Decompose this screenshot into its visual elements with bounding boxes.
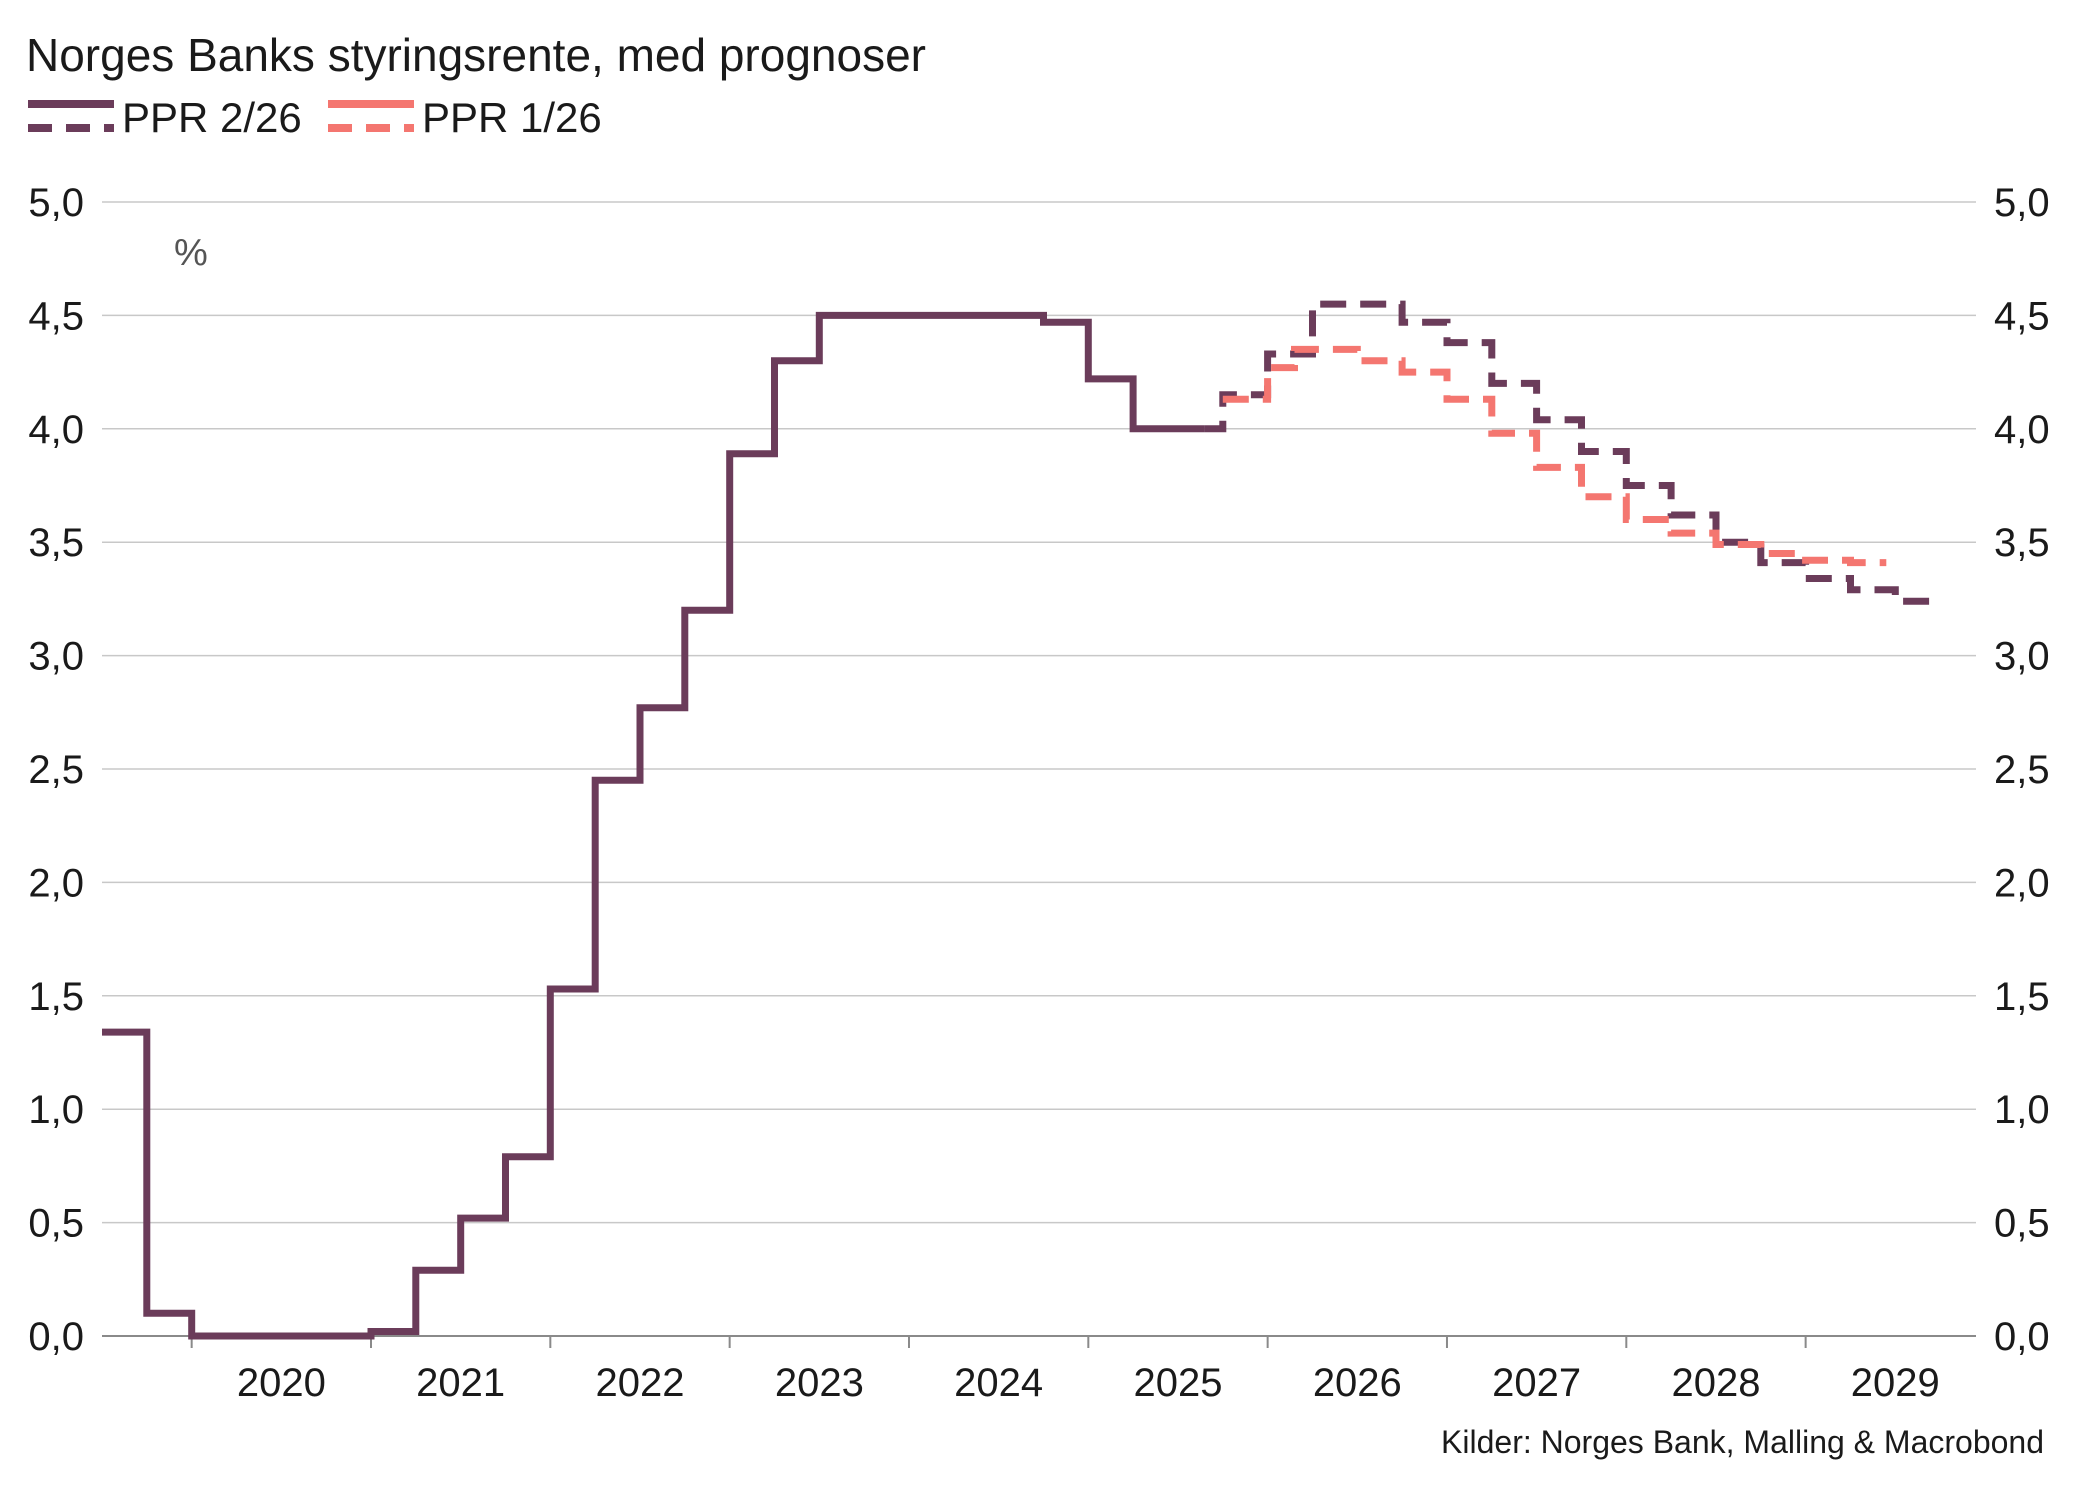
x-tick-label: 2028: [1671, 1361, 1760, 1405]
y-tick-label-right: 1,5: [1994, 975, 2050, 1019]
x-axis: 2020 2021 2022 2023 2024 2025 2026 2027 2028 2029: [102, 1335, 1976, 1405]
legend-swatch-ppr-2-26: [28, 100, 114, 132]
y-tick-label-right: 0,0: [1994, 1315, 2050, 1359]
x-tick-label: 2025: [1133, 1361, 1222, 1405]
source-note: Kilder: Norges Bank, Malling & Macrobond: [1441, 1424, 2044, 1460]
legend-item-ppr-2-26: PPR 2/26: [26, 90, 326, 146]
legend-label-ppr-1-26: PPR 1/26: [422, 94, 602, 141]
legend-label-ppr-2-26: PPR 2/26: [122, 94, 302, 141]
y-tick-label-right: 2,0: [1994, 861, 2050, 905]
y-tick-label-right: 2,5: [1994, 748, 2050, 792]
series-line-ppr-2-26: [102, 311, 1205, 1340]
y-tick-label-left: 2,5: [28, 748, 84, 792]
x-tick-label: 2023: [775, 1361, 864, 1405]
y-tick-label-left: 0,5: [28, 1202, 84, 1246]
y-tick-label-right: 3,0: [1994, 635, 2050, 679]
series-lines: [102, 300, 1932, 1340]
x-tick-label: 2024: [954, 1361, 1043, 1405]
y-tick-label-left: 4,5: [28, 294, 84, 338]
legend-item-ppr-1-26: PPR 1/26: [326, 90, 626, 146]
y-tick-label-right: 0,5: [1994, 1202, 2050, 1246]
x-tick-label: 2027: [1492, 1361, 1581, 1405]
series-line-ppr-1-26-forecast: [1222, 345, 1887, 567]
y-tick-label-left: 5,0: [28, 181, 84, 225]
x-tick-label: 2021: [416, 1361, 505, 1405]
y-tick-label-left: 1,5: [28, 975, 84, 1019]
y-tick-label-left: 3,5: [28, 521, 84, 565]
y-tick-label-left: 2,0: [28, 861, 84, 905]
gridlines: [102, 201, 1976, 1337]
y-tick-label-left: 0,0: [28, 1315, 84, 1359]
y-tick-label-right: 5,0: [1994, 181, 2050, 225]
x-tick-label: 2029: [1851, 1361, 1940, 1405]
y-axis-right: 0,0 0,5 1,0 1,5 2,0 2,5 3,0 3,5 4,0 4,5 5,0: [1994, 181, 2050, 1359]
y-tick-label-right: 3,5: [1994, 521, 2050, 565]
x-tick-label: 2020: [237, 1361, 326, 1405]
x-tick-label: 2026: [1313, 1361, 1402, 1405]
y-tick-label-right: 4,0: [1994, 408, 2050, 452]
y-tick-label-left: 4,0: [28, 408, 84, 452]
y-tick-label-right: 4,5: [1994, 294, 2050, 338]
legend-swatch-ppr-1-26: [328, 100, 414, 132]
unit-label: %: [174, 232, 208, 274]
y-tick-label-left: 1,0: [28, 1088, 84, 1132]
chart-title: Norges Banks styringsrente, med prognose…: [26, 29, 926, 81]
x-tick-label: 2022: [595, 1361, 684, 1405]
y-tick-label-left: 3,0: [28, 635, 84, 679]
y-axis-left: 0,0 0,5 1,0 1,5 2,0 2,5 3,0 3,5 4,0 4,5 5,0: [28, 181, 84, 1359]
y-tick-label-right: 1,0: [1994, 1088, 2050, 1132]
